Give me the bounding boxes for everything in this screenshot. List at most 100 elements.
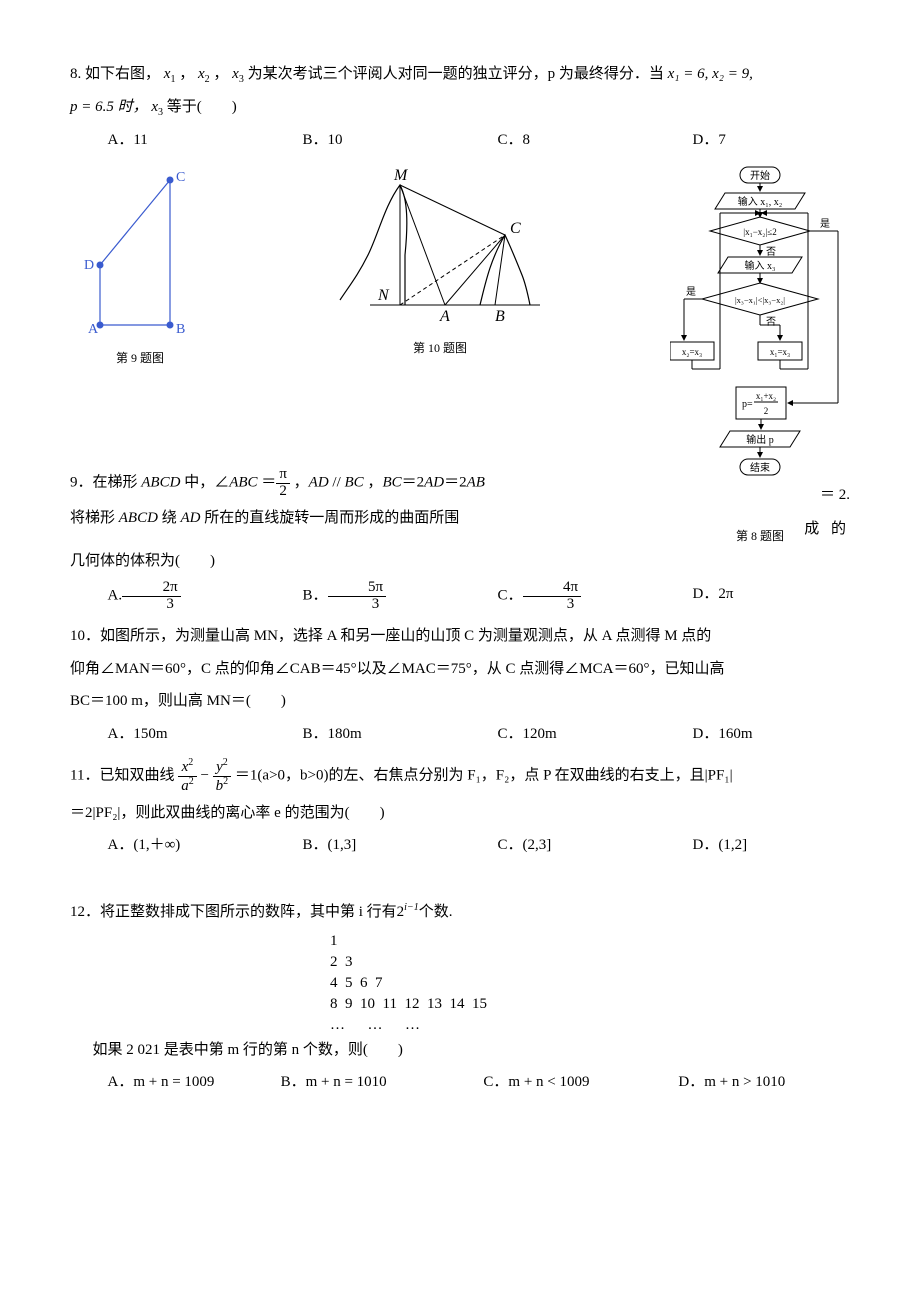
q9-l2e: 所在的直线旋转一周而形成的曲面所围: [200, 510, 459, 526]
q9-bc2: BC: [382, 475, 401, 491]
flow-out: 输出 p: [746, 433, 774, 446]
q11-lead: 11．已知双曲线: [70, 768, 174, 784]
fig10-svg: M N A B C: [330, 165, 550, 335]
flow-asgn-r: x₁=x₃: [770, 347, 790, 357]
q8-c1: ，: [179, 66, 194, 82]
q8-text-b: 为某次考试三个评阅人对同一题的独立评分，p 为最终得分．当: [248, 66, 664, 82]
q8-optA: A．11: [70, 126, 265, 155]
q10-optC: C．120m: [460, 720, 655, 749]
q9-optBl: B．: [303, 587, 328, 603]
flow-yes2: 是: [686, 286, 696, 298]
q12-l1a: 12．将正整数排成下图所示的数阵，其中第 i 行有2: [70, 904, 404, 920]
q12-options: A．m + n = 1009 B．m + n = 1010 C．m + n < …: [70, 1068, 850, 1097]
fig9-B: B: [176, 322, 185, 337]
fig9-D: D: [84, 258, 94, 273]
q12-optA: A．m + n = 1009: [70, 1068, 281, 1097]
q9-bc: BC: [345, 475, 364, 491]
q12-row1: 1: [330, 931, 850, 952]
fig9: A B C D 第 9 题图: [70, 165, 210, 370]
q9-text: 9．在梯形 ABCD 中，∠ABC ＝π2 ，AD // BC ，BC＝2AD＝…: [70, 467, 662, 536]
q9-pi: π: [276, 467, 290, 483]
q10-optB: B．180m: [265, 720, 460, 749]
q9-tail2: 成 的: [804, 515, 850, 544]
q8-stem-line2: p = 6.5 时， x3 等于( ): [70, 93, 850, 122]
q9-mid2: ，: [294, 475, 309, 491]
q10-l2: 仰角∠MAN＝60°，C 点的仰角∠CAB＝45°以及∠MAC＝75°，从 C …: [70, 655, 850, 684]
q11-rest1: ＝1(a>0，b>0)的左、右焦点分别为 F₁，F₂，点 P 在双曲线的右支上，…: [235, 768, 733, 784]
q9-tail1: ＝ 2.: [820, 481, 850, 510]
q12-row2: 2 3: [330, 952, 850, 973]
q8-x2: x: [198, 66, 205, 82]
q9-mid1: 中，∠: [184, 475, 229, 491]
q10-optD: D．160m: [655, 720, 850, 749]
fig10-A: A: [439, 308, 450, 325]
flow-pnum: x₁+x₂: [756, 391, 776, 401]
q12-expo: i−1: [404, 902, 419, 913]
flow-no1: 否: [766, 246, 776, 258]
q12-row4: 8 9 10 11 12 13 14 15: [330, 994, 850, 1015]
q9-optA: A.2π3: [70, 580, 265, 613]
q11-optC: C．(2,3]: [460, 831, 655, 860]
q9-l2: 将梯形 ABCD 绕 AD 所在的直线旋转一周而形成的曲面所围: [70, 504, 662, 533]
q8-x1s: 1: [170, 74, 175, 85]
fig9-svg: A B C D: [70, 165, 210, 345]
q9-l2b: ABCD: [119, 510, 158, 526]
q11-optA: A．(1,＋∞): [70, 831, 265, 860]
q12-row3: 4 5 6 7: [330, 973, 850, 994]
q8-x2s: 2: [205, 74, 210, 85]
fig10-N: N: [377, 287, 390, 304]
q11-a: a: [181, 778, 189, 794]
q11-optD: D．(1,2]: [655, 831, 850, 860]
q8-l2bs: 3: [158, 107, 163, 118]
q12-l1b: 个数.: [419, 904, 453, 920]
q9-par: //: [329, 475, 345, 491]
q9-optB: B．5π3: [265, 580, 460, 613]
flow-cond1: |x₁−x₂|≤2: [743, 227, 776, 237]
q11-minus: −: [200, 768, 208, 784]
fig10-C: C: [510, 220, 521, 237]
flow-yes1: 是: [820, 218, 830, 230]
q9-optCn: 4π: [523, 580, 582, 596]
q9-optAl: A.: [108, 587, 123, 603]
q12-optC: C．m + n < 1009: [483, 1068, 678, 1097]
q12-optD: D．m + n > 1010: [678, 1068, 850, 1097]
q9-shape: ABCD: [141, 475, 180, 491]
q9-eq2: ＝2: [402, 475, 425, 491]
flow-svg: 开始 输入 x₁, x₂ |x₁−x₂|≤2 是 否 输入 x₃ |x₃−x₁|…: [670, 165, 850, 485]
q12-optB: B．m + n = 1010: [281, 1068, 484, 1097]
q9-mid3: ，: [367, 475, 382, 491]
q9-l2a: 将梯形: [70, 510, 119, 526]
q11-y: y: [216, 759, 223, 775]
q9-options: A.2π3 B．5π3 C．4π3 D．2π: [70, 580, 850, 613]
flow-in1: 输入 x₁, x₂: [738, 195, 782, 208]
q8-optB: B．10: [265, 126, 460, 155]
q10-l3: BC＝100 m，则山高 MN＝( ): [70, 687, 850, 716]
q8-stem-line1: 8. 如下右图， x1 ， x2 ， x3 为某次考试三个评阅人对同一题的独立评…: [70, 60, 850, 89]
fig9-C: C: [176, 170, 185, 185]
q9-l3: 几何体的体积为( ): [70, 547, 850, 576]
q9-optBd: 3: [328, 596, 387, 613]
q9-l1: 9．在梯形 ABCD 中，∠ABC ＝π2 ，AD // BC ，BC＝2AD＝…: [70, 467, 662, 500]
q11-options: A．(1,＋∞) B．(1,3] C．(2,3] D．(1,2]: [70, 831, 850, 860]
flow-asgn-l: x₂=x₃: [682, 347, 702, 357]
q8-c2: ，: [213, 66, 228, 82]
q9-optCl: C．: [498, 587, 523, 603]
q11-l2: ＝2|PF₂|，则此双曲线的离心率 e 的范围为( ): [70, 799, 850, 828]
fig9-caption: 第 9 题图: [116, 347, 164, 370]
q9-two: 2: [276, 483, 290, 500]
q12-l2: 如果 2 021 是表中第 m 行的第 n 个数，则( ): [70, 1036, 850, 1065]
fig9-A: A: [88, 322, 99, 337]
flow-cond2: |x₃−x₁|<|x₃−x₂|: [735, 295, 785, 305]
q9-ab: AB: [467, 475, 485, 491]
flow-pl: p=: [742, 399, 753, 410]
q9-optAd: 3: [122, 596, 181, 613]
q12-l1: 12．将正整数排成下图所示的数阵，其中第 i 行有2i−1个数.: [70, 898, 850, 927]
q11-optB: B．(1,3]: [265, 831, 460, 860]
q12-row5: … … …: [330, 1015, 850, 1036]
q9-lead: 9．在梯形: [70, 475, 141, 491]
q9-side: ＝ 2. 成 的: [670, 467, 850, 547]
q8-x3: x: [232, 66, 239, 82]
q9-l2c: 绕: [158, 510, 181, 526]
flow-in2: 输入 x₃: [745, 259, 776, 272]
q8-options: A．11 B．10 C．8 D．7: [70, 126, 850, 155]
